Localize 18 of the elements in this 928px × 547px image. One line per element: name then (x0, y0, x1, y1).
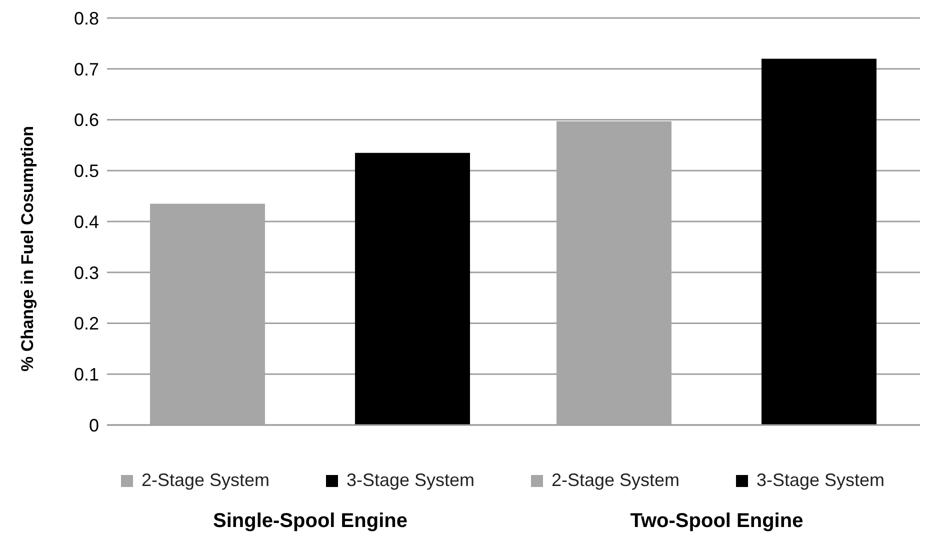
x-tick-label: Single-Spool Engine (213, 510, 408, 532)
bar (355, 152, 470, 425)
bar (762, 58, 876, 425)
y-tick-label: 0.1 (74, 364, 99, 385)
text: 2-Stage System (551, 470, 680, 490)
y-tick-label: 0 (88, 415, 99, 436)
y-tick-label: 0.5 (74, 161, 99, 182)
y-tick-label: 0.2 (74, 314, 99, 334)
legend-label: 2-Stage System (140, 470, 270, 491)
y-axis-title: % Change in Fuel Cosumption (18, 126, 38, 372)
y-tick-label: 0.8 (74, 8, 99, 28)
text: 3-Stage System (756, 470, 885, 490)
x-tick-label: Two-Spool Engine (630, 510, 804, 532)
legend-label: 3-Stage System (345, 470, 475, 491)
y-tick-label: 0.4 (74, 212, 99, 232)
y-tick-label: 0.6 (74, 110, 99, 130)
y-tick-label: 0.3 (74, 262, 99, 283)
y-tick-label: 0.7 (74, 59, 99, 80)
